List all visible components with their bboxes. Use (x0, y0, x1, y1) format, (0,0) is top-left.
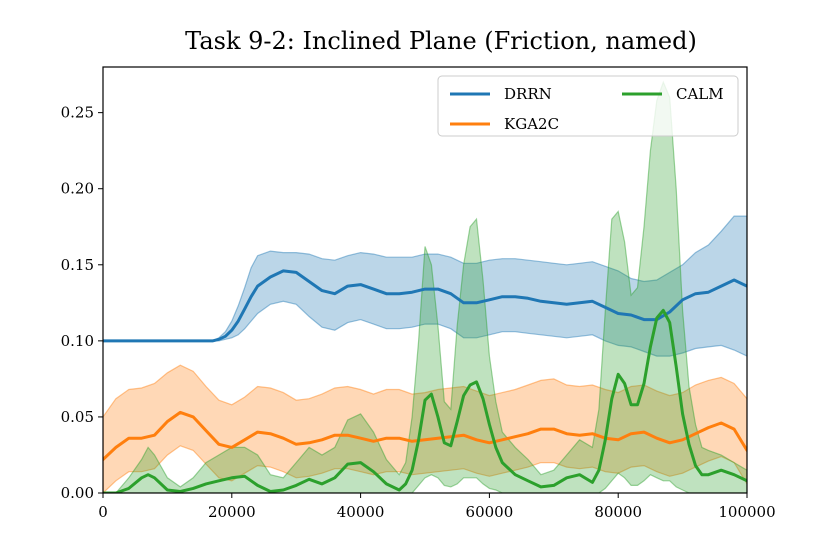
legend-label-drrn: DRRN (504, 85, 552, 103)
legend: DRRN KGA2C CALM (437, 75, 739, 137)
x-tick-label: 0 (98, 503, 108, 521)
kga2c-line (103, 410, 747, 461)
drrn-line (103, 269, 747, 343)
kga2c-band (103, 364, 747, 493)
x-tick-label: 60000 (466, 503, 514, 521)
y-tick-label: 0.00 (61, 484, 94, 502)
y-axis-ticks: 0.00 0.05 0.10 0.15 0.20 0.25 (61, 104, 103, 502)
x-tick-label: 20000 (208, 503, 256, 521)
y-tick-label: 0.10 (61, 332, 94, 350)
plot-frame (102, 66, 748, 494)
y-tick-label: 0.25 (61, 104, 94, 122)
legend-label-calm: CALM (676, 85, 724, 103)
legend-label-kga2c: KGA2C (504, 115, 559, 133)
y-tick-label: 0.15 (61, 256, 94, 274)
calm-line (103, 308, 747, 493)
drrn-band (103, 215, 747, 357)
x-tick-label: 100000 (718, 503, 775, 521)
series-lines (103, 269, 747, 493)
legend-box (437, 75, 739, 137)
x-tick-label: 80000 (594, 503, 642, 521)
y-tick-label: 0.05 (61, 408, 94, 426)
y-tick-label: 0.20 (61, 180, 94, 198)
chart-title: Task 9-2: Inclined Plane (Friction, name… (185, 27, 697, 55)
x-axis-ticks: 0 20000 40000 60000 80000 100000 (98, 493, 776, 521)
confidence-bands (103, 80, 747, 493)
x-tick-label: 40000 (337, 503, 385, 521)
